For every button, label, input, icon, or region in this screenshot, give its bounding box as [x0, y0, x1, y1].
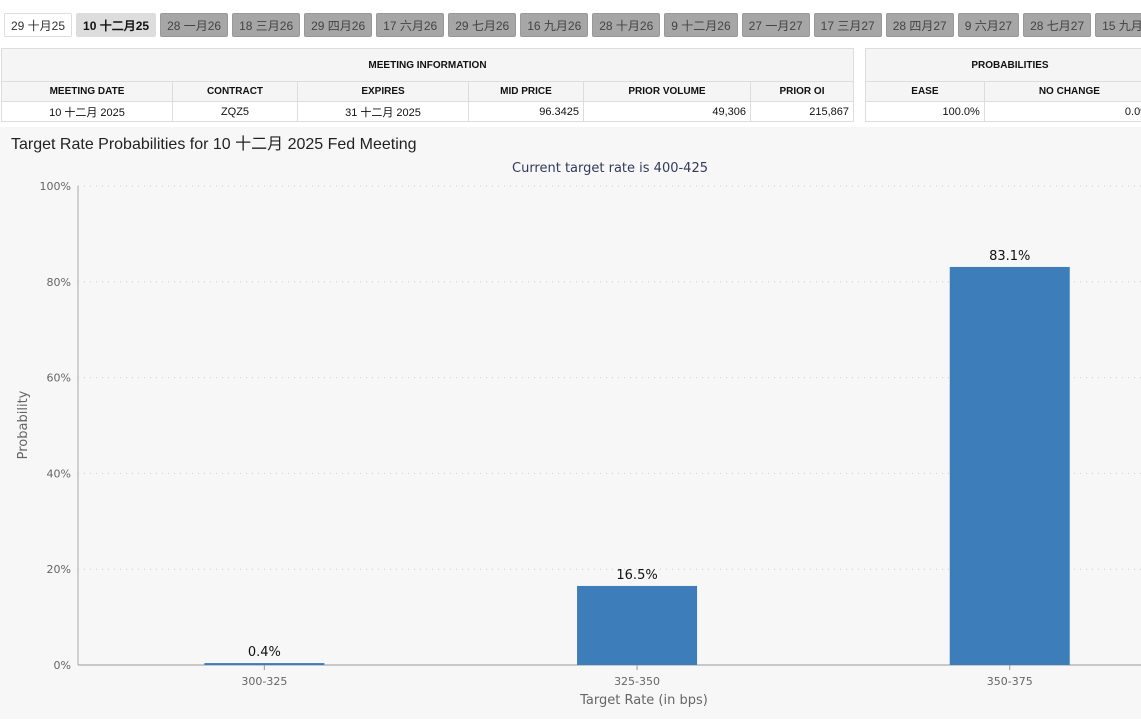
mid-price-value: 96.3425	[469, 102, 584, 122]
prior-oi-value: 215,867	[751, 102, 854, 122]
x-tick-label: 300-325	[241, 675, 287, 688]
tab-meeting-date[interactable]: 29 四月26	[304, 13, 372, 37]
col-expires: EXPIRES	[298, 82, 469, 102]
tab-meeting-date[interactable]: 15 九月27	[1095, 13, 1141, 37]
tab-meeting-date[interactable]: 17 三月27	[814, 13, 882, 37]
data-label: 83.1%	[989, 249, 1030, 264]
chart-title: Target Rate Probabilities for 10 十二月 202…	[11, 135, 417, 153]
bar	[950, 267, 1070, 665]
y-tick-label: 60%	[47, 372, 71, 385]
col-meeting-date: MEETING DATE	[2, 82, 173, 102]
y-tick-label: 0%	[54, 659, 71, 672]
y-tick-label: 20%	[47, 563, 71, 576]
data-label: 0.4%	[248, 645, 281, 660]
probabilities-table: PROBABILITIES EASE NO CHANGE 100.0% 0.0%	[865, 48, 1141, 122]
tab-meeting-date[interactable]: 9 十二月26	[664, 13, 737, 37]
expires-value: 31 十二月 2025	[298, 102, 469, 122]
tab-meeting-date[interactable]: 28 一月26	[160, 13, 228, 37]
tab-meeting-date[interactable]: 28 七月27	[1023, 13, 1091, 37]
probabilities-header: PROBABILITIES	[866, 49, 1141, 82]
chart-svg: Target Rate Probabilities for 10 十二月 202…	[0, 127, 1141, 719]
contract-value: ZQZ5	[173, 102, 298, 122]
tab-meeting-date[interactable]: 10 十二月25	[76, 13, 156, 37]
bar	[204, 663, 324, 665]
x-tick-label: 350-375	[987, 675, 1033, 688]
col-contract: CONTRACT	[173, 82, 298, 102]
meeting-information-header: MEETING INFORMATION	[2, 49, 854, 82]
tab-meeting-date[interactable]: 9 六月27	[958, 13, 1019, 37]
tab-meeting-date[interactable]: 29 十月25	[4, 13, 72, 37]
tab-meeting-date[interactable]: 29 七月26	[448, 13, 516, 37]
bar	[577, 586, 697, 665]
y-axis-label: Probability	[16, 390, 31, 459]
tab-meeting-date[interactable]: 16 九月26	[520, 13, 588, 37]
chart-subtitle: Current target rate is 400-425	[512, 161, 708, 176]
y-tick-label: 100%	[40, 180, 71, 193]
no-change-value: 0.0%	[984, 102, 1141, 122]
probability-chart: Target Rate Probabilities for 10 十二月 202…	[0, 127, 1141, 719]
data-label: 16.5%	[616, 568, 657, 583]
col-mid-price: MID PRICE	[469, 82, 584, 102]
meeting-date-value: 10 十二月 2025	[2, 102, 173, 122]
y-tick-label: 80%	[47, 276, 71, 289]
tab-meeting-date[interactable]: 28 十月26	[592, 13, 660, 37]
x-tick-label: 325-350	[614, 675, 660, 688]
tab-meeting-date[interactable]: 18 三月26	[232, 13, 300, 37]
ease-value: 100.0%	[866, 102, 985, 122]
tab-meeting-date[interactable]: 17 六月26	[376, 13, 444, 37]
tab-meeting-date[interactable]: 27 一月27	[742, 13, 810, 37]
meeting-information-table: MEETING INFORMATION MEETING DATE CONTRAC…	[1, 48, 854, 122]
col-ease: EASE	[866, 82, 985, 102]
col-prior-oi: PRIOR OI	[751, 82, 854, 102]
col-prior-volume: PRIOR VOLUME	[584, 82, 751, 102]
col-no-change: NO CHANGE	[984, 82, 1141, 102]
y-tick-label: 40%	[47, 467, 71, 480]
x-axis-label: Target Rate (in bps)	[579, 693, 708, 708]
prior-volume-value: 49,306	[584, 102, 751, 122]
tab-meeting-date[interactable]: 28 四月27	[886, 13, 954, 37]
